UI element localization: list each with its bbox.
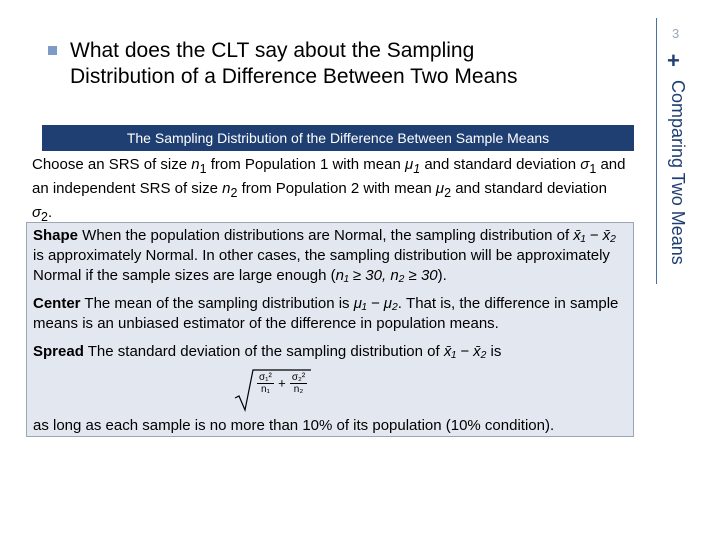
mu-difference: μ₁ − μ₂ (353, 295, 398, 312)
sub: 1 (413, 162, 421, 176)
xbar-difference: x̄₁ − x̄₂ (573, 227, 616, 244)
heading-line-2: Distribution of a Difference Between Two… (70, 65, 518, 88)
slide-heading: What does the CLT say about the Sampling… (70, 38, 517, 90)
intro-part: from Population 1 with mean (206, 156, 405, 173)
radical-sign-icon (234, 369, 311, 412)
sub: 2 (444, 186, 452, 200)
var-n: n (222, 180, 231, 197)
slide-number: 3 (672, 26, 680, 41)
var-mu: μ (405, 156, 414, 173)
sub: 2 (41, 210, 48, 224)
gap (33, 286, 627, 294)
fraction-2-numerator: σ₂² (289, 372, 308, 384)
intro-part: . (48, 204, 53, 221)
spread-label: Spread (33, 343, 84, 360)
var-n: n (191, 156, 200, 173)
intro-part: and standard deviation (451, 180, 607, 197)
sub: 2 (230, 186, 238, 200)
definition-box: The Sampling Distribution of the Differe… (26, 125, 634, 437)
condition-paragraph: as long as each sample is no more than 1… (33, 417, 555, 434)
intro-part: and an independent SRS of size (32, 156, 626, 197)
box-content: Shape When the population distributions … (26, 222, 634, 437)
center-paragraph: Center The mean of the sampling distribu… (33, 294, 627, 334)
fraction-2-denominator: n₂ (293, 384, 304, 395)
sample-size-condition: n₁ ≥ 30, n₂ ≥ 30 (335, 267, 438, 284)
spread-text: is (486, 343, 502, 360)
plus-sign: + (278, 375, 286, 391)
side-title-text: Comparing Two Means (668, 80, 688, 265)
heading-line-1: What does the CLT say about the Sampling (70, 39, 475, 62)
bullet-icon (48, 46, 57, 55)
spread-paragraph: Spread The standard deviation of the sam… (33, 342, 627, 362)
center-text: The mean of the sampling distribution is (80, 295, 354, 312)
vertical-rule (656, 18, 657, 284)
sub: 1 (199, 162, 207, 176)
intro-part: Choose an SRS of size (32, 156, 192, 173)
shape-paragraph: Shape When the population distributions … (33, 226, 627, 286)
var-mu: μ (435, 180, 445, 197)
center-label: Center (33, 295, 81, 312)
gap (33, 334, 627, 342)
xbar-difference: x̄₁ − x̄₂ (443, 343, 487, 360)
fraction-1: σ₁² n₁ (257, 372, 274, 395)
shape-text: is approximately Normal. In other cases,… (33, 247, 610, 284)
var-sigma: σ (32, 204, 42, 221)
shape-label: Shape (33, 227, 79, 244)
box-title: The Sampling Distribution of the Differe… (42, 125, 634, 151)
sub: 1 (589, 162, 597, 176)
intro-part: and standard deviation (420, 156, 581, 173)
shape-text: When the population distributions are No… (78, 227, 574, 244)
fraction-1-denominator: n₁ (260, 384, 270, 395)
var-sigma: σ (580, 156, 590, 173)
side-title: Comparing Two Means (667, 80, 689, 290)
sd-formula: σ₁² n₁ + σ₂² n₂ (233, 368, 627, 412)
fraction-1-numerator: σ₁² (257, 372, 274, 384)
center-text: . That is, the difference in sample mean… (33, 295, 619, 332)
fraction-2: σ₂² n₂ (289, 372, 308, 395)
plus-mark: + (667, 48, 680, 73)
shape-text: ). (437, 267, 447, 284)
intro-part: from Population 2 with mean (237, 180, 436, 197)
spread-text: The standard deviation of the sampling d… (83, 343, 444, 360)
